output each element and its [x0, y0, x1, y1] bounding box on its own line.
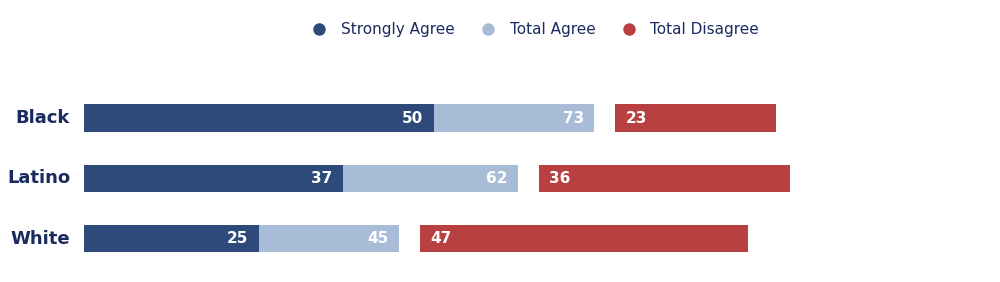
Bar: [84, 225, 259, 252]
Legend: Strongly Agree, Total Agree, Total Disagree: Strongly Agree, Total Agree, Total Disag…: [298, 16, 765, 43]
Bar: [84, 165, 343, 192]
Text: 45: 45: [367, 231, 388, 246]
Bar: [84, 104, 434, 132]
Text: 62: 62: [486, 171, 507, 186]
Bar: [539, 165, 790, 192]
Text: 23: 23: [626, 111, 647, 125]
Text: White: White: [10, 230, 70, 248]
Text: 50: 50: [402, 111, 423, 125]
Bar: [343, 165, 518, 192]
Text: 25: 25: [227, 231, 248, 246]
Text: 37: 37: [311, 171, 332, 186]
Text: 47: 47: [430, 231, 451, 246]
Bar: [615, 104, 776, 132]
Text: Latino: Latino: [7, 169, 70, 188]
Text: 36: 36: [549, 171, 570, 186]
Bar: [259, 225, 399, 252]
Text: 73: 73: [563, 111, 584, 125]
Bar: [434, 104, 594, 132]
Bar: [420, 225, 748, 252]
Text: Black: Black: [16, 109, 70, 127]
